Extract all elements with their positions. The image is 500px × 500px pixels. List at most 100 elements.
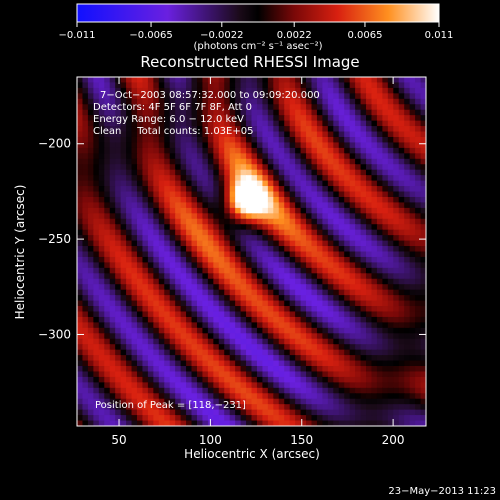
heat-cell	[404, 415, 411, 422]
heat-cell	[278, 404, 285, 411]
heat-cell	[344, 229, 351, 236]
heat-cell	[262, 333, 269, 340]
heat-cell	[420, 355, 426, 362]
heat-cell	[180, 196, 187, 204]
heat-cell	[180, 284, 187, 291]
heat-cell	[191, 349, 198, 356]
heat-cell	[224, 256, 231, 263]
heat-cell	[382, 387, 389, 394]
heat-cell	[360, 224, 367, 231]
heat-cell	[93, 142, 100, 149]
heat-cell	[191, 136, 198, 144]
heat-cell	[355, 136, 362, 144]
heat-cell	[278, 409, 285, 416]
heat-cell	[186, 420, 193, 426]
heat-cell	[349, 306, 356, 313]
heat-cell	[175, 142, 182, 149]
heat-cell	[306, 240, 313, 247]
heat-cell	[273, 240, 280, 247]
heat-cell	[213, 349, 220, 356]
heat-cell	[278, 158, 285, 165]
heat-cell	[371, 246, 378, 253]
heat-cell	[284, 207, 291, 214]
heat-cell	[164, 207, 171, 214]
heat-cell	[278, 278, 285, 285]
heat-cell	[142, 87, 149, 94]
heat-cell	[158, 218, 165, 225]
heat-cell	[142, 153, 149, 160]
heat-cell	[289, 131, 296, 138]
heat-cell	[251, 126, 258, 133]
heat-cell	[267, 98, 274, 105]
heat-cell	[284, 295, 291, 302]
heat-cell	[131, 104, 138, 111]
heat-cell	[115, 262, 122, 269]
heat-cell	[175, 306, 182, 313]
heat-cell	[186, 295, 193, 302]
annotation-time-range: 7−Oct−2003 08:57:32.000 to 09:09:20.000	[100, 90, 320, 101]
heat-cell	[196, 180, 204, 187]
heat-cell	[229, 93, 236, 100]
heat-cell	[196, 306, 204, 313]
heat-cell	[82, 284, 89, 291]
heat-cell	[344, 284, 351, 291]
heat-cell	[333, 409, 340, 416]
heat-cell	[196, 316, 204, 323]
heat-cell	[316, 164, 323, 171]
heat-cell	[420, 333, 426, 340]
heat-cell	[218, 404, 225, 411]
heat-cell	[82, 295, 89, 302]
heat-cell	[186, 224, 193, 231]
heat-cell	[355, 175, 362, 182]
heat-cell	[382, 180, 389, 187]
heat-cell	[344, 338, 351, 345]
heat-cell	[120, 175, 127, 182]
heat-cell	[311, 278, 318, 285]
heat-cell	[360, 153, 367, 160]
heat-cell	[267, 235, 274, 242]
heat-cell	[327, 360, 334, 367]
heat-cell	[398, 366, 405, 373]
heat-cell	[289, 306, 296, 313]
heat-cell	[164, 224, 171, 231]
heat-cell	[136, 262, 144, 269]
heat-cell	[300, 224, 307, 231]
heat-cell	[267, 251, 274, 258]
heat-cell	[164, 246, 171, 253]
heat-cell	[256, 142, 263, 149]
heat-cell	[207, 371, 214, 378]
heat-cell	[126, 196, 133, 204]
heat-cell	[207, 207, 214, 214]
heat-cell	[153, 387, 160, 394]
heat-cell	[131, 87, 138, 94]
heat-cell	[186, 126, 193, 133]
heat-cell	[371, 202, 378, 209]
heat-cell	[376, 295, 383, 302]
heat-cell	[240, 371, 247, 378]
heat-cell	[338, 295, 345, 302]
heat-cell	[115, 142, 122, 149]
heat-cell	[267, 289, 274, 296]
x-tick-label: 100	[199, 433, 222, 447]
heat-cell	[109, 289, 116, 296]
heat-cell	[169, 109, 176, 116]
heat-cell	[126, 415, 133, 422]
heat-cell	[169, 344, 176, 351]
annotation-detectors: Detectors: 4F 5F 6F 7F 8F, Att 0	[93, 102, 252, 113]
heat-cell	[98, 213, 105, 220]
heat-cell	[327, 202, 334, 209]
heat-cell	[376, 409, 383, 416]
heat-cell	[153, 186, 160, 193]
heat-cell	[371, 398, 378, 405]
heat-cell	[191, 278, 198, 285]
heat-cell	[87, 213, 94, 220]
heat-cell	[180, 136, 187, 144]
heat-cell	[142, 224, 149, 231]
heat-cell	[164, 284, 171, 291]
heat-cell	[409, 295, 416, 302]
heat-cell	[126, 136, 133, 144]
heat-cell	[87, 322, 94, 329]
heat-cell	[142, 202, 149, 209]
heat-cell	[229, 284, 236, 291]
heat-cell	[120, 235, 127, 242]
